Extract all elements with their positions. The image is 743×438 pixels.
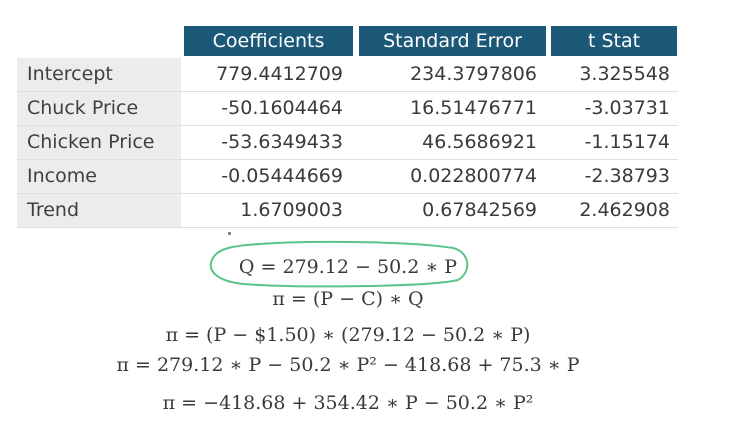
t-value: 3.325548: [579, 63, 670, 85]
stray-mark: [228, 232, 231, 235]
header-standard-error: Standard Error: [359, 26, 546, 56]
t-value: -1.15174: [584, 131, 670, 153]
se-value: 0.67842569: [422, 199, 537, 221]
row-label: Chicken Price: [17, 126, 181, 159]
table-row-income: Income -0.05444669 0.022800774 -2.38793: [17, 160, 678, 194]
header-t-stat: t Stat: [551, 26, 677, 56]
row-label: Income: [17, 160, 181, 193]
header-coefficients: Coefficients: [184, 26, 353, 56]
coef-value: -53.6349433: [221, 131, 343, 153]
t-value: 2.462908: [579, 199, 670, 221]
t-value: -2.38793: [584, 165, 670, 187]
profit-definition-equation: π = (P − C) ∗ Q: [272, 288, 424, 310]
profit-final-equation: π = −418.68 + 354.42 ∗ P − 50.2 ∗ P²: [162, 392, 534, 414]
table-row-chuck-price: Chuck Price -50.1604464 16.51476771 -3.0…: [17, 92, 678, 126]
se-value: 0.022800774: [410, 165, 537, 187]
profit-expanded-equation: π = 279.12 ∗ P − 50.2 ∗ P² − 418.68 + 75…: [116, 354, 580, 376]
demand-equation: Q = 279.12 − 50.2 ∗ P: [238, 256, 458, 278]
table-row-chicken-price: Chicken Price -53.6349433 46.5686921 -1.…: [17, 126, 678, 160]
coef-value: 779.4412709: [216, 63, 343, 85]
coef-value: 1.6709003: [240, 199, 343, 221]
coef-value: -0.05444669: [221, 165, 343, 187]
table-header-row: Coefficients Standard Error t Stat: [17, 26, 678, 56]
table-row-intercept: Intercept 779.4412709 234.3797806 3.3255…: [17, 58, 678, 92]
profit-substituted-equation: π = (P − $1.50) ∗ (279.12 − 50.2 ∗ P): [165, 324, 531, 346]
se-value: 46.5686921: [422, 131, 537, 153]
t-value: -3.03731: [584, 97, 670, 119]
row-label: Intercept: [17, 58, 181, 91]
hand-drawn-circle-annotation: [209, 240, 469, 288]
se-value: 16.51476771: [410, 97, 537, 119]
se-value: 234.3797806: [410, 63, 537, 85]
row-label: Trend: [17, 194, 181, 227]
row-label: Chuck Price: [17, 92, 181, 125]
table-row-trend: Trend 1.6709003 0.67842569 2.462908: [17, 194, 678, 228]
coef-value: -50.1604464: [221, 97, 343, 119]
